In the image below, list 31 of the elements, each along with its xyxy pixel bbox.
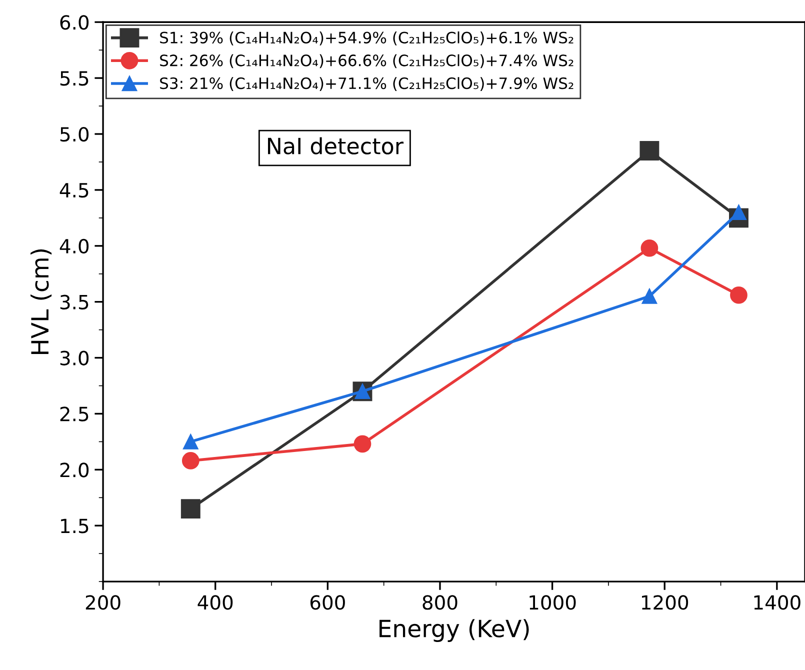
point bbox=[730, 286, 748, 304]
x-tick-label: 1200 bbox=[642, 595, 688, 610]
y-tick-label: 4.5 bbox=[60, 183, 88, 198]
x-tick-label: 800 bbox=[422, 595, 458, 610]
y-tick-label: 2.5 bbox=[60, 406, 88, 422]
y-tick-label: 2.0 bbox=[60, 462, 89, 478]
point bbox=[354, 435, 372, 453]
point bbox=[640, 239, 658, 257]
legend-label: S3: 21% (C₁₄H₁₄N₂O₄)+71.1% (C₂₁H₂₅ClO₅)+7.9% WS₂ bbox=[160, 77, 574, 91]
x-tick-label: 1400 bbox=[754, 595, 800, 610]
x-tick-label: 200 bbox=[86, 595, 120, 610]
y-tick-label: 6.0 bbox=[60, 15, 89, 30]
point bbox=[180, 499, 200, 519]
y-tick-label: 3.5 bbox=[60, 294, 88, 310]
y-tick-label: 5.0 bbox=[60, 126, 89, 142]
y-tick-label: 5.5 bbox=[60, 71, 88, 86]
annotation: NaI detector bbox=[268, 137, 404, 154]
point bbox=[642, 288, 658, 304]
x-axis-title: Energy (KeV) bbox=[380, 619, 529, 642]
x-tick-label: 1000 bbox=[530, 595, 576, 610]
legend-label: S2: 26% (C₁₄H₁₄N₂O₄)+66.6% (C₂₁H₂₅ClO₅)+7.4% WS₂ bbox=[160, 54, 574, 68]
point bbox=[183, 434, 198, 450]
legend-label: S1: 39% (C₁₄H₁₄N₂O₄)+54.9% (C₂₁H₂₅ClO₅)+6.1% WS₂ bbox=[160, 31, 574, 46]
point bbox=[182, 452, 200, 470]
x-tick-label: 600 bbox=[310, 595, 345, 610]
y-tick-label: 3.0 bbox=[60, 350, 89, 366]
y-axis-title: HVL (cm) bbox=[30, 249, 52, 354]
x-tick-label: 400 bbox=[198, 595, 233, 610]
y-tick-label: 4.0 bbox=[60, 238, 89, 254]
point bbox=[640, 141, 660, 161]
y-tick-label: 1.5 bbox=[61, 518, 88, 534]
